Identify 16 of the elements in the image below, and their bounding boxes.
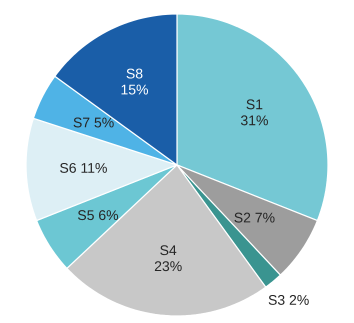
data-label: 5% xyxy=(94,118,114,128)
slice-label: S6 xyxy=(60,162,76,173)
data-label: 2% xyxy=(290,294,309,305)
data-label: 7% xyxy=(256,212,275,223)
data-label: 15% xyxy=(122,84,148,95)
slice-label: S5 xyxy=(78,210,94,220)
data-label: 6% xyxy=(99,210,118,220)
slice-label: S4 xyxy=(160,245,176,256)
slice-label: S8 xyxy=(126,68,142,79)
slice-label: S2 xyxy=(234,212,250,223)
slice-label: S3 xyxy=(268,294,285,305)
data-label: 11% xyxy=(82,163,107,173)
slice-label: S1 xyxy=(246,99,262,110)
data-label: 31% xyxy=(240,115,268,126)
slice-label: S7 xyxy=(74,118,90,128)
data-label: 23% xyxy=(154,261,182,272)
